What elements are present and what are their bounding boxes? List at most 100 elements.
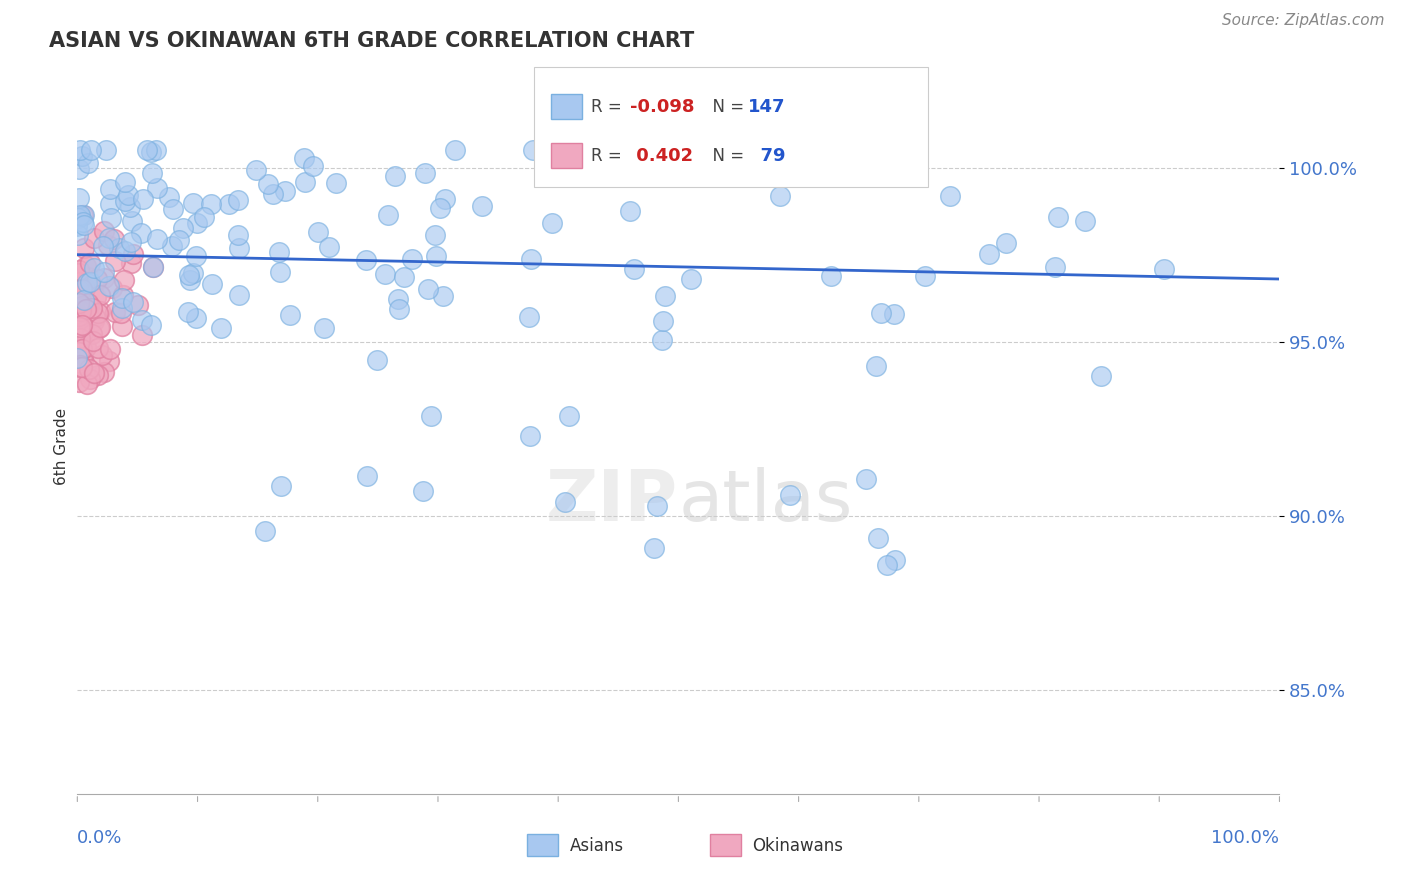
Point: [274, 184, 297, 198]
Point: [75, 340, 97, 354]
Point: [278, 308, 301, 322]
Point: [256, 177, 278, 191]
Point: [779, 488, 801, 502]
Point: [87, 341, 110, 355]
Point: [657, 161, 679, 175]
Point: [794, 144, 817, 158]
Point: [73, 310, 96, 325]
Point: [172, 220, 194, 235]
Point: [93, 224, 115, 238]
Point: [83, 366, 105, 380]
Point: [72, 301, 94, 315]
Point: [228, 241, 250, 255]
Point: [132, 192, 155, 206]
Point: [114, 175, 136, 189]
Point: [141, 166, 163, 180]
Point: [894, 167, 917, 181]
Point: [112, 273, 135, 287]
Point: [377, 208, 399, 222]
Point: [270, 479, 292, 493]
Point: [73, 218, 96, 232]
Point: [312, 321, 335, 335]
Point: [139, 145, 162, 160]
Point: [103, 232, 125, 246]
Point: [995, 235, 1018, 250]
Point: [471, 199, 494, 213]
Point: [200, 277, 222, 291]
Point: [181, 196, 204, 211]
Point: [519, 429, 541, 443]
Point: [413, 166, 436, 180]
Point: [69, 210, 91, 224]
Point: [93, 270, 115, 285]
Point: [91, 239, 114, 253]
Point: [69, 359, 91, 374]
Point: [129, 227, 152, 241]
Point: [1045, 260, 1067, 275]
Point: [1153, 261, 1175, 276]
Point: [558, 409, 581, 424]
Point: [1046, 210, 1069, 224]
Point: [226, 193, 249, 207]
Point: [269, 244, 291, 259]
Point: [70, 359, 93, 373]
Point: [429, 202, 451, 216]
Point: [118, 201, 141, 215]
Point: [444, 144, 467, 158]
Point: [177, 305, 200, 319]
Text: 147: 147: [748, 98, 786, 116]
Point: [87, 321, 110, 335]
Point: [67, 162, 90, 177]
Point: [145, 180, 167, 194]
Point: [72, 282, 94, 296]
Point: [245, 162, 267, 177]
Point: [384, 169, 406, 183]
Point: [388, 301, 411, 316]
Point: [121, 214, 143, 228]
Point: [354, 253, 377, 268]
Point: [93, 265, 115, 279]
Point: [69, 320, 91, 334]
Point: [122, 247, 145, 261]
Point: [66, 227, 89, 242]
Point: [142, 260, 165, 274]
Point: [67, 266, 90, 280]
Point: [66, 219, 89, 233]
Point: [67, 190, 90, 204]
Point: [79, 144, 101, 158]
Point: [226, 227, 249, 242]
Point: [73, 281, 96, 295]
Point: [66, 218, 89, 232]
Point: [70, 304, 93, 318]
Point: [541, 216, 564, 230]
Point: [623, 261, 645, 276]
Point: [356, 469, 378, 483]
Point: [366, 352, 388, 367]
Point: [131, 313, 153, 327]
Point: [870, 306, 893, 320]
Point: [98, 342, 121, 356]
Point: [72, 215, 94, 229]
Point: [679, 271, 702, 285]
Point: [425, 249, 447, 263]
Point: [977, 247, 1000, 261]
Point: [67, 263, 90, 277]
Point: [83, 314, 105, 328]
Text: Source: ZipAtlas.com: Source: ZipAtlas.com: [1222, 13, 1385, 29]
Point: [77, 296, 100, 310]
Point: [101, 280, 124, 294]
Point: [157, 190, 180, 204]
Point: [67, 309, 90, 323]
Text: atlas: atlas: [679, 467, 853, 536]
Text: R =: R =: [591, 147, 627, 165]
Point: [98, 182, 121, 196]
Point: [387, 292, 409, 306]
Point: [294, 175, 316, 189]
Point: [73, 325, 96, 339]
Point: [146, 232, 169, 246]
Point: [91, 348, 114, 362]
Point: [80, 301, 103, 315]
Point: [86, 272, 108, 286]
Point: [96, 238, 118, 252]
Point: [145, 144, 167, 158]
